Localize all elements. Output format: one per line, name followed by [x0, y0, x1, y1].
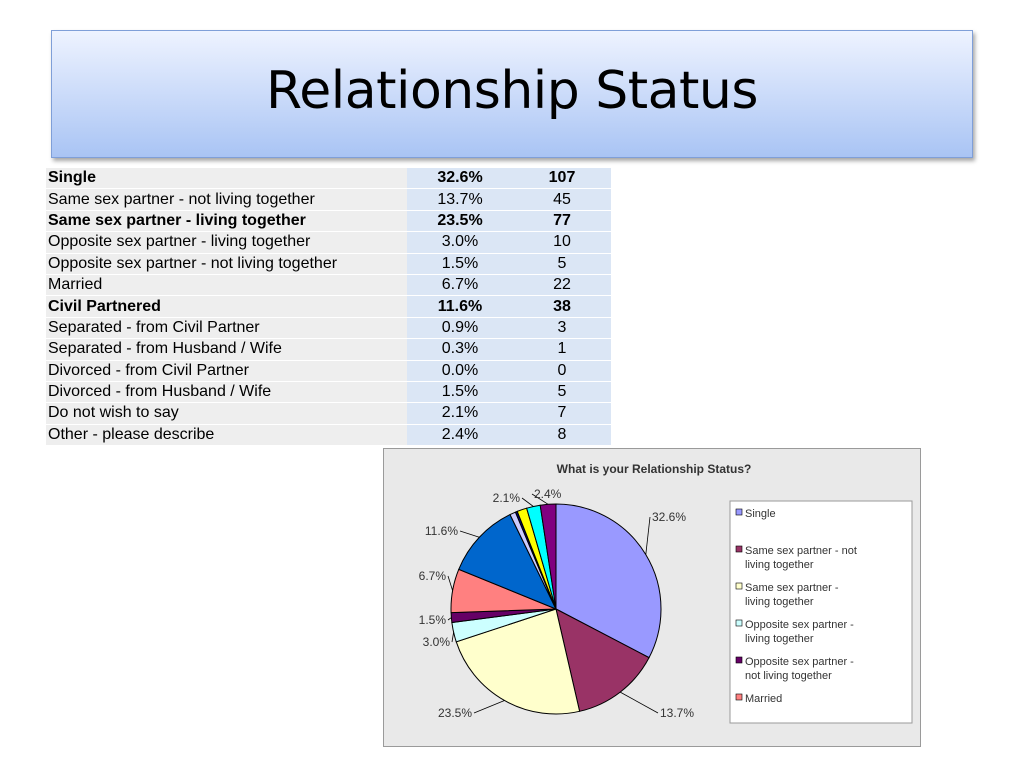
data-label: 11.6%: [425, 524, 458, 538]
row-count: 1: [511, 338, 611, 361]
legend-swatch: [735, 619, 743, 627]
chart-legend: Single Same sex partner - not living toget…: [729, 500, 913, 724]
legend-swatch: [735, 508, 743, 516]
legend-entry: Opposite sex partner -not living togethe…: [745, 656, 854, 682]
pie-slice: [458, 513, 558, 610]
pie-slice: [555, 503, 662, 659]
table-row: Opposite sex partner - living together 3.…: [46, 231, 611, 254]
table-row: Separated - from Civil Partner 0.9% 3: [46, 317, 611, 340]
row-label: Divorced - from Civil Partner: [46, 360, 407, 382]
table-row: Civil Partnered 11.6% 38: [46, 295, 611, 318]
row-label: Same sex partner - not living together: [46, 188, 407, 211]
row-count: 77: [511, 210, 611, 233]
table-body: Single 32.6% 107 Same sex partner - not liv…: [46, 168, 611, 447]
row-count: 38: [511, 295, 611, 318]
data-label: 13.7%: [660, 706, 694, 720]
pie-slice: [455, 608, 581, 715]
row-label: Married: [46, 274, 407, 297]
row-percent: 11.6%: [407, 295, 511, 318]
leader-line: [531, 493, 549, 505]
row-label: Opposite sex partner - living together: [46, 231, 407, 254]
row-label: Single: [46, 168, 407, 190]
table-row: Married 6.7% 22: [46, 274, 611, 297]
legend-swatch: [735, 693, 743, 701]
pie-chart: What is your Relationship Status? 32.6% 1…: [419, 462, 913, 724]
legend-entry: Single: [745, 508, 776, 520]
row-count: 22: [511, 274, 611, 297]
row-label: Separated - from Husband / Wife: [46, 338, 407, 361]
row-count: 5: [511, 253, 611, 275]
leader-lines: [447, 493, 659, 714]
slide-title: Relationship Status: [266, 61, 758, 121]
legend-entry: Same sex partner - not living together: [745, 545, 857, 571]
row-count: 8: [511, 424, 611, 447]
row-percent: 0.3%: [407, 338, 511, 361]
table-row: Divorced - from Husband / Wife 1.5% 5: [46, 381, 611, 404]
row-count: 10: [511, 231, 611, 254]
data-label: 1.5%: [419, 613, 447, 627]
row-label: Same sex partner - living together: [46, 210, 407, 233]
row-count: 0: [511, 360, 611, 382]
table-row: Opposite sex partner - not living togeth…: [46, 253, 611, 275]
data-label: 2.4%: [534, 487, 562, 501]
row-label: Opposite sex partner - not living togeth…: [46, 253, 407, 275]
row-label: Civil Partnered: [46, 295, 407, 318]
pie-chart-panel: What is your Relationship Status? 32.6% 1…: [383, 448, 921, 747]
pie-slices: [450, 503, 662, 715]
row-percent: 6.7%: [407, 274, 511, 297]
data-label: 2.1%: [493, 491, 521, 505]
legend-swatch: [735, 582, 743, 590]
data-label: 6.7%: [419, 569, 447, 583]
row-count: 107: [511, 168, 611, 190]
leader-line: [447, 575, 453, 591]
row-label: Separated - from Civil Partner: [46, 317, 407, 340]
row-percent: 0.0%: [407, 360, 511, 382]
leader-line: [645, 516, 651, 555]
legend-box: [729, 500, 913, 724]
table-row: Do not wish to say 2.1% 7: [46, 402, 611, 425]
row-label: Other - please describe: [46, 424, 407, 447]
data-label: 23.5%: [438, 706, 472, 720]
leader-line: [447, 617, 452, 621]
table-row: Divorced - from Civil Partner 0.0% 0: [46, 360, 611, 382]
legend-entry: Married: [745, 693, 782, 705]
row-percent: 1.5%: [407, 381, 511, 404]
row-percent: 0.9%: [407, 317, 511, 340]
row-label: Do not wish to say: [46, 402, 407, 425]
row-percent: 1.5%: [407, 253, 511, 275]
relationship-status-table: Single 32.6% 107 Same sex partner - not liv…: [46, 168, 611, 447]
legend-entry: Same sex partner -living together: [745, 582, 839, 608]
row-percent: 32.6%: [407, 168, 511, 190]
leader-line: [521, 497, 534, 507]
data-labels: 32.6% 13.7% 23.5% 3.0% 1.5% 6.7% 11.6% 2.1% 2.4%: [419, 487, 695, 720]
chart-title: What is your Relationship Status?: [557, 462, 752, 476]
pie-slice: [555, 608, 650, 712]
table-row: Separated - from Husband / Wife 0.3% 1: [46, 338, 611, 361]
row-percent: 3.0%: [407, 231, 511, 254]
row-count: 3: [511, 317, 611, 340]
data-label: 32.6%: [652, 510, 686, 524]
row-count: 5: [511, 381, 611, 404]
table-row: Single 32.6% 107: [46, 168, 611, 190]
row-label: Divorced - from Husband / Wife: [46, 381, 407, 404]
title-banner: Relationship Status: [51, 30, 973, 158]
table-row: Same sex partner - living together 23.5% 7…: [46, 210, 611, 233]
row-count: 45: [511, 188, 611, 211]
row-count: 7: [511, 402, 611, 425]
data-label: 3.0%: [423, 635, 451, 649]
leader-line: [620, 691, 659, 714]
row-percent: 13.7%: [407, 188, 511, 211]
leader-line: [459, 530, 480, 538]
legend-swatch: [735, 656, 743, 664]
table-row: Same sex partner - not living together 13…: [46, 188, 611, 211]
row-percent: 23.5%: [407, 210, 511, 233]
legend-swatch: [735, 545, 743, 553]
row-percent: 2.4%: [407, 424, 511, 447]
table-row: Other - please describe 2.4% 8: [46, 424, 611, 447]
row-percent: 2.1%: [407, 402, 511, 425]
leader-line: [451, 632, 454, 643]
leader-line: [473, 700, 505, 714]
legend-entry: Opposite sex partner -living together: [745, 619, 854, 645]
